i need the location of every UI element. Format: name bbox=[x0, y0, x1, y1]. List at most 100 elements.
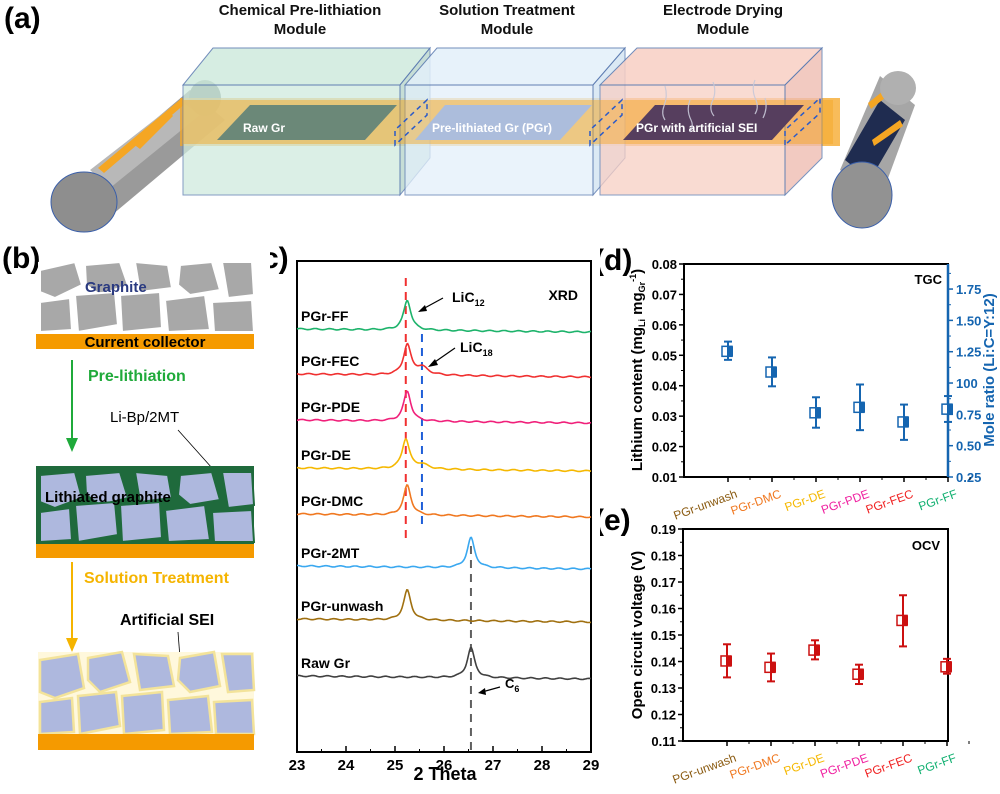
svg-text:C6: C6 bbox=[505, 676, 519, 694]
xrd-x-tick-label: 26 bbox=[436, 757, 453, 774]
e-data-point bbox=[896, 594, 908, 648]
e-x-tick-label: PGr-PDE bbox=[818, 751, 870, 781]
xrd-series-pgr-de bbox=[296, 437, 592, 473]
annotation-c6-text: C bbox=[505, 676, 515, 691]
d-marker-filled bbox=[859, 402, 865, 413]
d-y-tick-label: 0.02 bbox=[652, 440, 677, 455]
d-data-point bbox=[721, 340, 733, 361]
e-marker-filled bbox=[858, 669, 864, 680]
d-marker-filled bbox=[903, 416, 909, 427]
svg-text:LiC18: LiC18 bbox=[460, 339, 493, 358]
e-marker-filled bbox=[946, 661, 952, 672]
arrow-head-prelithiation bbox=[66, 438, 78, 452]
tgc-chart: (d) 0.01 0.02 0.03 0.04 0.05 0.06 0.07 0.08 0.2… bbox=[600, 244, 998, 520]
d-y-tick-label: 0.07 bbox=[652, 287, 677, 302]
panel-label-c: (c) bbox=[270, 242, 289, 275]
module-title-solution-line1: Solution Treatment bbox=[439, 2, 575, 19]
sheet-label-raw-gr: Raw Gr bbox=[243, 121, 285, 135]
graphite-label: Graphite bbox=[85, 279, 147, 296]
annotation-lic18: LiC18 bbox=[428, 339, 493, 367]
xrd-series-label: PGr-PDE bbox=[301, 399, 360, 415]
e-marker-filled bbox=[814, 645, 820, 656]
d-y-tick-label: 0.06 bbox=[652, 318, 677, 333]
d-data-point bbox=[897, 403, 909, 441]
sheet-pgr bbox=[415, 105, 592, 140]
xrd-series-pgr-dmc bbox=[296, 484, 592, 519]
xrd-x-tick-label: 25 bbox=[387, 757, 404, 774]
d-y2-tick-label: 100 bbox=[956, 376, 978, 391]
e-marker-filled bbox=[726, 655, 732, 666]
xrd-x-tick-label: 28 bbox=[534, 757, 551, 774]
d-y2-tick-label: 0.75 bbox=[956, 407, 981, 422]
d-data-point bbox=[809, 396, 821, 429]
module-title-prelithiation-line1: Chemical Pre-lithiation bbox=[219, 2, 382, 19]
xrd-series-pgr-2mt bbox=[296, 536, 592, 571]
vapor-icon bbox=[662, 79, 767, 133]
xrd-x-tick-label: 27 bbox=[485, 757, 502, 774]
panel-label-e: (e) bbox=[600, 504, 631, 537]
e-data-point bbox=[764, 652, 776, 683]
solution-pointer bbox=[177, 429, 213, 469]
sheet-raw-gr bbox=[217, 105, 397, 140]
d-marker-filled bbox=[771, 367, 777, 378]
xrd-series-label: PGr-FEC bbox=[301, 353, 359, 369]
graphite-layer bbox=[38, 260, 256, 334]
xrd-series-pgr-pde bbox=[296, 390, 592, 425]
current-collector-2 bbox=[36, 544, 254, 558]
svg-text:LiC12: LiC12 bbox=[452, 289, 485, 308]
ocv-y-axis-label: Open circuit voltage (V) bbox=[629, 551, 646, 719]
panel-label-d: (d) bbox=[600, 244, 632, 277]
xrd-title: XRD bbox=[548, 287, 578, 303]
d-y2-tick-label: 1.50 bbox=[956, 313, 981, 328]
xrd-x-axis-label: 2 Theta bbox=[413, 764, 477, 784]
e-data-point bbox=[808, 639, 820, 661]
d-y-tick-label: 0.03 bbox=[652, 409, 677, 424]
d-data-point bbox=[941, 395, 953, 423]
xrd-series-pgr-ff bbox=[296, 299, 592, 334]
e-y-tick-label: 0.16 bbox=[651, 602, 676, 617]
d-y2-tick-label: 0.50 bbox=[956, 439, 981, 454]
d-y-tick-label: 0.05 bbox=[652, 348, 677, 363]
e-y-tick-label: 0.11 bbox=[651, 734, 676, 749]
xrd-series-raw-gr bbox=[296, 646, 592, 681]
module-title-solution-line2: Module bbox=[481, 21, 534, 38]
tgc-title: TGC bbox=[915, 272, 943, 287]
sheet-label-pgr: Pre-lithiated Gr (PGr) bbox=[432, 121, 552, 135]
current-collector-3 bbox=[38, 734, 254, 750]
e-x-tick-label: PGr-DMC bbox=[728, 751, 783, 782]
arrow-head-solution-treatment bbox=[66, 638, 78, 652]
panel-label-a: (a) bbox=[4, 2, 41, 35]
e-data-point bbox=[720, 643, 732, 679]
d-marker-filled bbox=[947, 404, 953, 415]
tgc-y-axis-label: Lithium content (mgLi mgGr-1) bbox=[628, 269, 647, 471]
step-solution-treatment-label: Solution Treatment bbox=[84, 570, 230, 587]
lithiated-graphite-label: Lithiated graphite bbox=[45, 489, 171, 506]
e-y-tick-label: 0.18 bbox=[651, 549, 676, 564]
current-collector bbox=[36, 334, 254, 349]
e-y-tick-label: 0.17 bbox=[651, 575, 676, 590]
xrd-series-label: PGr-FF bbox=[301, 308, 349, 324]
d-marker-filled bbox=[815, 407, 821, 418]
d-data-point bbox=[853, 383, 865, 432]
d-y2-tick-label: 1.75 bbox=[956, 282, 981, 297]
d-y2-tick-label: 0.25 bbox=[956, 470, 981, 485]
panel-label-b: (b) bbox=[2, 242, 40, 275]
module-title-drying-line1: Electrode Drying bbox=[663, 2, 783, 19]
solution-label: Li-Bp/2MT bbox=[110, 409, 179, 426]
module-title-prelithiation-line2: Module bbox=[274, 21, 327, 38]
right-roller bbox=[831, 71, 916, 229]
d-y-tick-label: 0.08 bbox=[652, 257, 677, 272]
xrd-x-tick-label: 29 bbox=[583, 757, 600, 774]
sheet-pgr-sei bbox=[623, 105, 804, 140]
current-collector-label: Current collector bbox=[85, 334, 206, 351]
artificial-sei-label: Artificial SEI bbox=[120, 612, 214, 629]
gateway-dashes bbox=[394, 96, 821, 147]
tgc-plot-frame bbox=[683, 263, 949, 478]
ocv-chart: (e) 0.11 0.12 0.13 0.14 0.15 0.16 0.17 0.18 0.19… bbox=[600, 504, 970, 787]
lithiated-graphite-layer bbox=[36, 466, 256, 546]
e-x-tick-label: PGr-DE bbox=[782, 751, 826, 779]
xrd-series-pgr-unwash bbox=[296, 589, 592, 624]
xrd-series-pgr-fec bbox=[296, 342, 592, 379]
e-data-point bbox=[940, 657, 952, 675]
annotation-lic12: LiC12 bbox=[418, 289, 485, 312]
